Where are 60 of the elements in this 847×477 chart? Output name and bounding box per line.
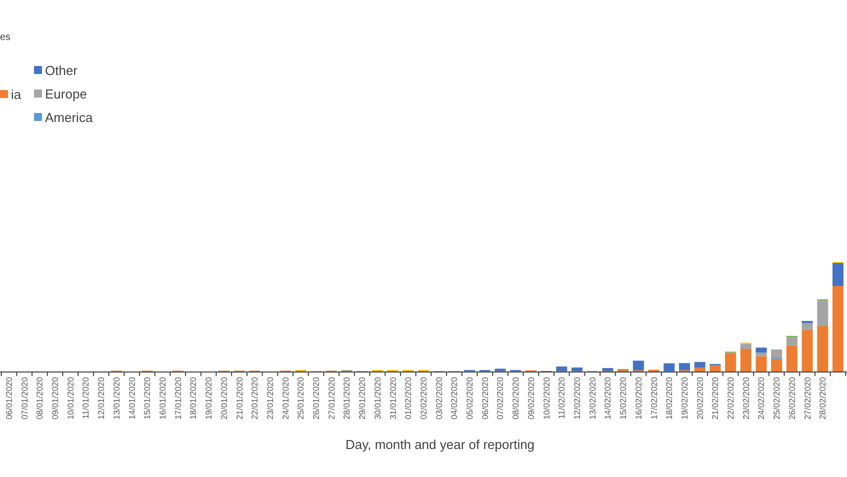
legend-label: Other [45, 63, 78, 78]
x-tick-label: 08/02/2020 [510, 376, 521, 420]
x-tick-label: 17/01/2020 [172, 376, 183, 420]
x-tick-label: 17/02/2020 [648, 376, 659, 420]
x-tick-label: 21/02/2020 [710, 376, 720, 420]
x-tick-label: 15/02/2020 [618, 376, 628, 420]
x-tick-label: 26/02/2020 [786, 376, 797, 420]
x-tick-label: 18/02/2020 [664, 376, 674, 420]
x-tick-label: 01/02/2020 [403, 376, 414, 420]
x-tick-label: 20/02/2020 [694, 376, 705, 420]
x-tick-label: 10/02/2020 [541, 376, 552, 420]
x-tick-label: 16/02/2020 [633, 376, 644, 420]
x-tick-label: 11/01/2020 [80, 376, 91, 419]
x-tick-label: 25/01/2020 [296, 376, 306, 420]
chart-title: es [0, 32, 11, 43]
x-tick-label: 14/01/2020 [126, 376, 137, 420]
legend-label: ia [11, 87, 22, 102]
legend-label: Europe [45, 86, 87, 102]
x-tick-label: 28/01/2020 [342, 376, 352, 420]
x-tick-label: 21/01/2020 [234, 376, 244, 420]
x-tick-label: 24/02/2020 [756, 376, 766, 420]
x-tick-label: 09/01/2020 [50, 376, 60, 420]
x-tick-label: 12/02/2020 [572, 376, 582, 420]
x-tick-label: 04/02/2020 [449, 376, 460, 420]
x-tick-label: 23/02/2020 [740, 376, 751, 420]
x-tick-label: 23/01/2020 [264, 376, 275, 420]
x-tick-label: 19/02/2020 [679, 376, 690, 420]
x-tick-label: 19/01/2020 [204, 376, 214, 420]
x-tick-label: 10/01/2020 [65, 376, 76, 420]
x-tick-label: 02/02/2020 [418, 376, 428, 420]
x-tick-label: 12/01/2020 [96, 376, 106, 420]
x-tick-label: 27/02/2020 [802, 376, 812, 420]
x-tick-label: 16/01/2020 [157, 376, 168, 420]
x-tick-label: 14/02/2020 [602, 376, 613, 420]
x-tick-label: 28/02/2020 [818, 376, 828, 420]
x-tick-label: 07/01/2020 [19, 376, 30, 420]
x-tick-label: 08/01/2020 [34, 376, 45, 420]
x-tick-label: 15/01/2020 [142, 376, 152, 420]
x-tick-label: 06/01/2020 [4, 376, 14, 420]
x-tick-label: 03/02/2020 [434, 376, 444, 420]
x-tick-label: 24/01/2020 [280, 376, 290, 420]
x-tick-label: 22/02/2020 [726, 376, 736, 420]
x-tick-label: 13/02/2020 [587, 376, 598, 420]
x-tick-label: 30/01/2020 [372, 376, 382, 420]
x-tick-label: 27/01/2020 [326, 376, 336, 420]
x-tick-label: 09/02/2020 [526, 376, 536, 420]
x-axis-title: Day, month and year of reporting [345, 437, 535, 452]
x-tick-label: 18/01/2020 [188, 376, 198, 420]
x-tick-label: 13/01/2020 [111, 376, 122, 420]
x-tick-label: 31/01/2020 [388, 376, 398, 420]
x-tick-label: 07/02/2020 [495, 376, 506, 420]
x-tick-label: 26/01/2020 [311, 376, 322, 420]
x-tick-label: 06/02/2020 [480, 376, 490, 420]
x-tick-label: 20/01/2020 [218, 376, 229, 420]
x-tick-label: 25/02/2020 [772, 376, 782, 420]
legend-label: America [45, 110, 94, 125]
x-tick-label: 05/02/2020 [464, 376, 475, 420]
x-tick-label: 29/01/2020 [357, 376, 368, 420]
x-tick-label: 11/02/2020 [556, 376, 567, 419]
x-tick-label: 22/01/2020 [250, 376, 260, 420]
